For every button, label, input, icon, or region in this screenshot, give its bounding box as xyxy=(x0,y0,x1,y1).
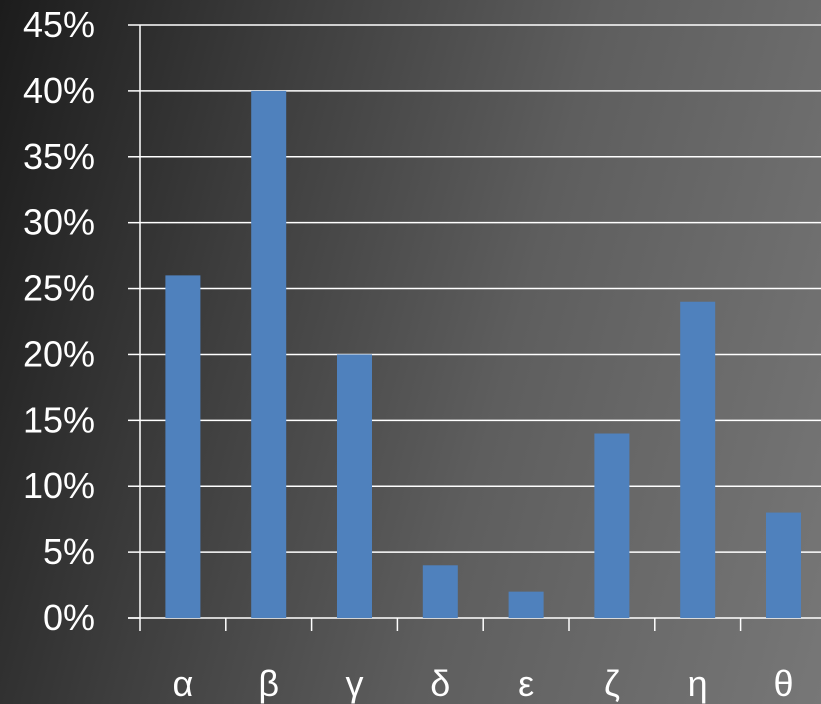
y-tick-label: 20% xyxy=(23,333,95,374)
x-tick-label: γ xyxy=(346,663,364,704)
axes xyxy=(128,24,821,631)
x-tick-label: β xyxy=(258,663,279,704)
bar xyxy=(766,512,801,618)
y-tick-label: 25% xyxy=(23,268,95,309)
bar xyxy=(594,433,630,618)
y-tick-label: 30% xyxy=(23,202,95,243)
x-tick-label: ζ xyxy=(604,663,620,704)
y-tick-labels: 0% 5% 10% 15% 20% 25% 30% 35% 40% 45% xyxy=(23,4,95,638)
x-tick-label: θ xyxy=(773,663,793,704)
bar xyxy=(165,275,201,618)
y-tick-label: 10% xyxy=(23,465,95,506)
bar xyxy=(422,565,458,618)
y-tick-label: 40% xyxy=(23,70,95,111)
y-tick-label: 5% xyxy=(43,531,95,572)
x-tick-label: η xyxy=(688,663,708,704)
x-tick-label: α xyxy=(172,663,193,704)
y-tick-label: 0% xyxy=(43,597,95,638)
y-tick-label: 45% xyxy=(23,4,95,45)
bars xyxy=(165,90,801,618)
bar xyxy=(508,591,544,618)
bar xyxy=(337,354,372,618)
gridlines xyxy=(140,24,821,553)
x-tick-labels: α β γ δ ε ζ η θ xyxy=(172,663,793,704)
bar xyxy=(251,90,287,618)
x-tick-label: ε xyxy=(518,663,534,704)
y-tick-label: 35% xyxy=(23,136,95,177)
bar xyxy=(680,301,716,618)
y-tick-label: 15% xyxy=(23,399,95,440)
x-tick-label: δ xyxy=(430,663,450,704)
